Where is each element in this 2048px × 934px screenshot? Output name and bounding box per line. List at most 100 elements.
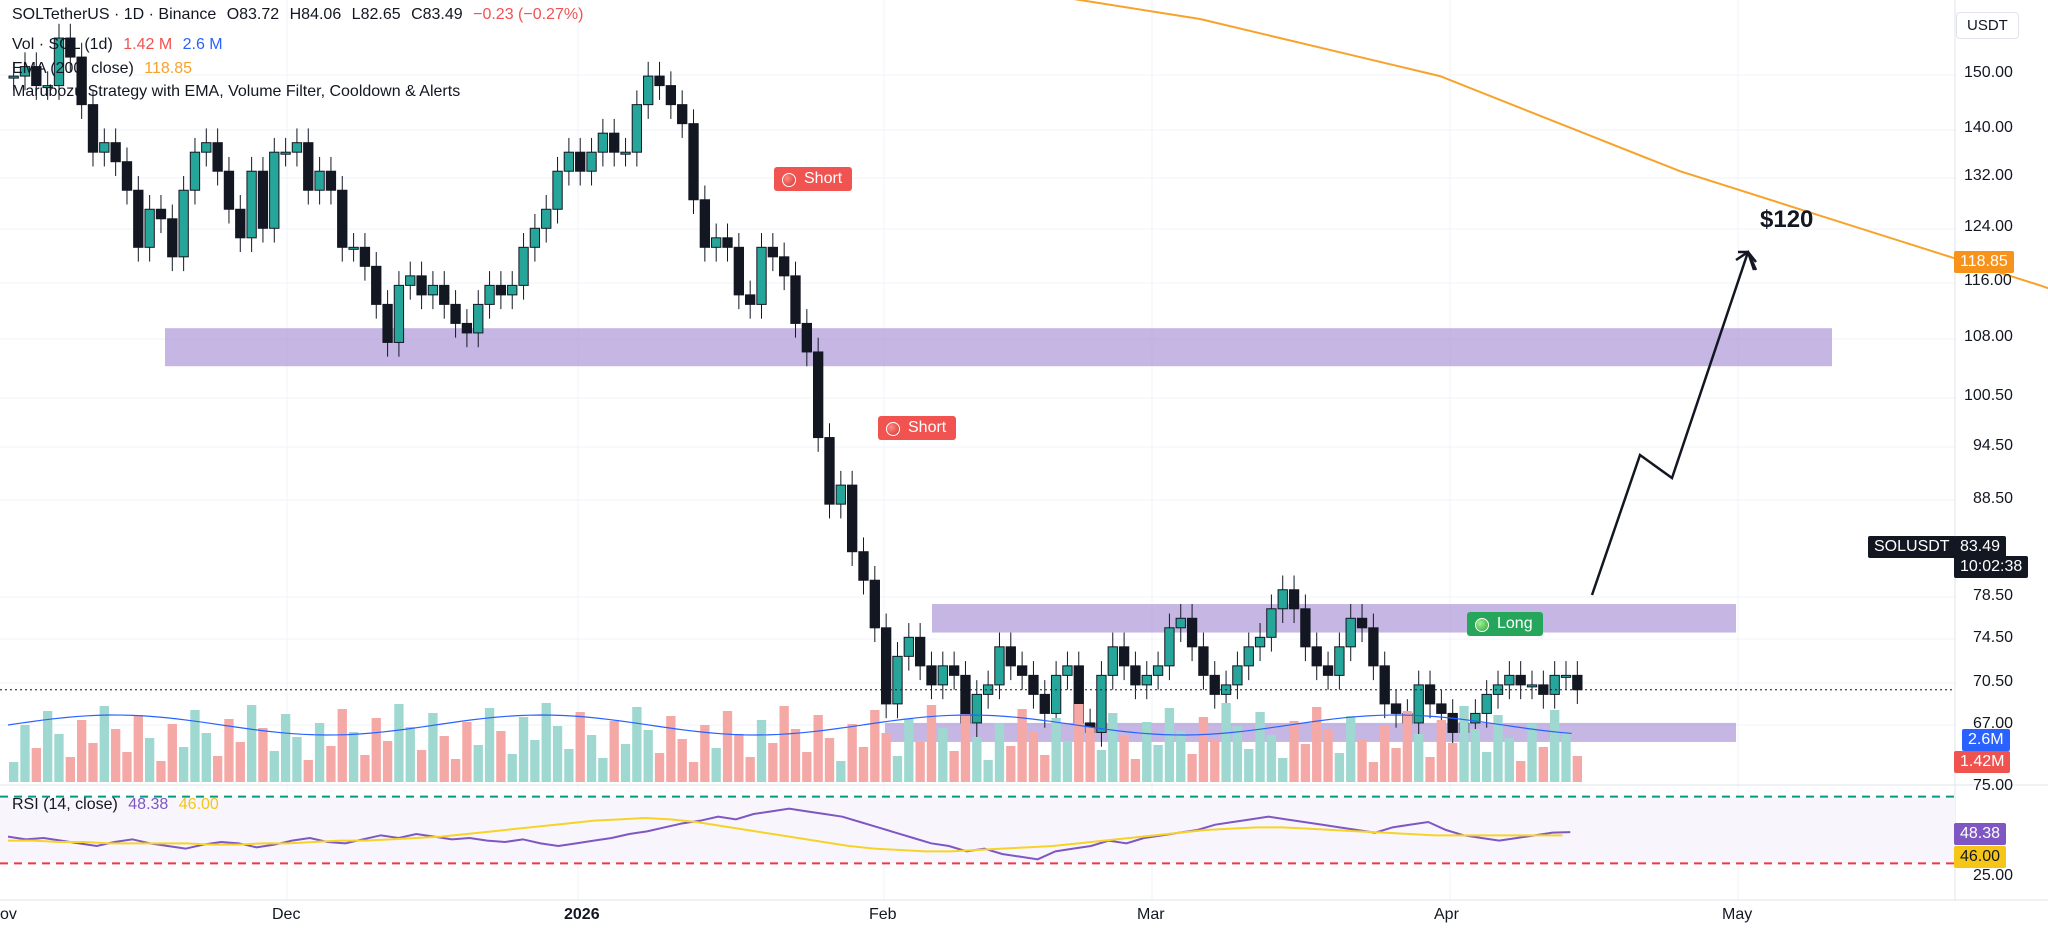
volume-bar: [416, 750, 427, 782]
legend-high: H84.06: [289, 6, 342, 23]
candle-up: [1175, 617, 1186, 629]
volume-bar: [892, 756, 903, 782]
candle-down: [1005, 646, 1016, 667]
rsi-tick: 75.00: [1973, 777, 2014, 794]
candle-down: [1436, 703, 1447, 714]
candle-up: [291, 142, 303, 153]
candle-down: [257, 170, 269, 229]
price-tick: 140.00: [1964, 119, 2013, 136]
candle-up: [529, 227, 541, 248]
candle-up: [19, 66, 31, 77]
candle-down: [654, 75, 665, 87]
candle-down: [382, 303, 393, 343]
volume-bar: [1289, 721, 1299, 782]
price-tick: 150.00: [1964, 64, 2013, 81]
short-signal: Short: [774, 167, 853, 191]
candle-up: [1470, 712, 1481, 724]
volume-bar: [700, 725, 710, 782]
volume-bar: [326, 746, 336, 782]
volume-bar: [858, 747, 869, 782]
candle-down: [223, 170, 235, 210]
ema-price-badge: 118.85: [1954, 251, 2014, 273]
legend-ema-label: EMA (200, close): [12, 60, 134, 77]
volume-bar: [972, 737, 982, 782]
volume-bar: [1357, 739, 1367, 782]
volume-bar: [1334, 753, 1345, 782]
volume-bar: [938, 728, 948, 782]
volume-bar: [824, 738, 835, 782]
volume-bar: [711, 748, 721, 782]
price-tick: 108.00: [1964, 328, 2013, 345]
volume-bar: [1153, 745, 1163, 782]
candle-down: [1424, 684, 1436, 705]
price-tick: 100.50: [1964, 387, 2013, 404]
candle-down: [1118, 646, 1130, 667]
volume-bar: [1074, 704, 1084, 782]
volume-bar: [405, 727, 415, 782]
candle-up: [971, 693, 982, 724]
candle-up: [507, 284, 518, 296]
price-tick: 124.00: [1964, 218, 2013, 235]
volume-bar: [768, 743, 778, 782]
volume-bar: [224, 719, 234, 782]
volume-bar: [1482, 752, 1492, 782]
legend-close: C83.49: [411, 6, 463, 23]
candle-up: [982, 684, 994, 695]
candle-down: [76, 56, 87, 106]
legend-ema: EMA (200, close) 118.85: [12, 60, 198, 78]
candle-down: [1572, 674, 1583, 691]
volume-bar: [269, 751, 279, 782]
candle-down: [133, 189, 144, 248]
candle-down: [609, 132, 620, 153]
volume-bar: [1436, 720, 1447, 782]
candle-up: [541, 208, 552, 229]
volume-bar: [473, 745, 483, 782]
volume-bar: [949, 751, 959, 782]
candle-up: [1504, 674, 1515, 686]
volume-bar: [212, 756, 223, 782]
legend-change: −0.23 (−0.27%): [473, 6, 584, 23]
volume-bar: [1108, 713, 1118, 782]
legend-rsi: RSI (14, close) 48.38 46.00: [12, 796, 225, 814]
volume-bar: [1448, 743, 1458, 782]
candle-down: [1368, 627, 1379, 667]
legend-rsi-value: 48.38: [128, 796, 169, 813]
volume-bar: [337, 709, 347, 782]
candle-down: [235, 208, 246, 239]
legend-vol-label: Vol · SOL (1d): [12, 36, 113, 53]
candle-up: [620, 151, 631, 155]
candle-down: [416, 275, 427, 296]
volume-bar: [190, 710, 200, 782]
volume-bar: [1232, 726, 1243, 782]
volume-bar: [507, 754, 517, 782]
volume-bar: [745, 757, 755, 782]
candle-down: [212, 142, 223, 172]
volume-bar: [246, 705, 257, 782]
volume-bar: [1187, 754, 1197, 782]
candle-up: [597, 132, 609, 153]
volume-bar: [484, 708, 495, 782]
candle-down: [869, 579, 880, 629]
currency-unit-button[interactable]: USDT: [1956, 12, 2019, 39]
candle-down: [1028, 674, 1039, 695]
volume-bar: [292, 737, 302, 782]
candle-up: [201, 142, 212, 153]
candle-down: [858, 551, 869, 581]
volume-bar: [1040, 755, 1050, 782]
volume-bar: [348, 732, 359, 782]
candle-up: [994, 646, 1005, 686]
volume-bar: [439, 736, 449, 782]
rsi-badge: 48.38: [1954, 823, 2007, 845]
volume-bar: [983, 760, 993, 782]
candle-down: [699, 199, 711, 248]
candle-down: [495, 284, 507, 296]
volume-bar: [1062, 741, 1073, 782]
volume-bar: [1266, 735, 1277, 782]
volume-bar: [813, 715, 823, 782]
volume-bar: [666, 716, 676, 782]
candle-down: [337, 189, 348, 248]
candle-up: [1334, 646, 1345, 676]
candle-down: [1356, 617, 1368, 629]
price-tick: 116.00: [1964, 272, 2012, 289]
